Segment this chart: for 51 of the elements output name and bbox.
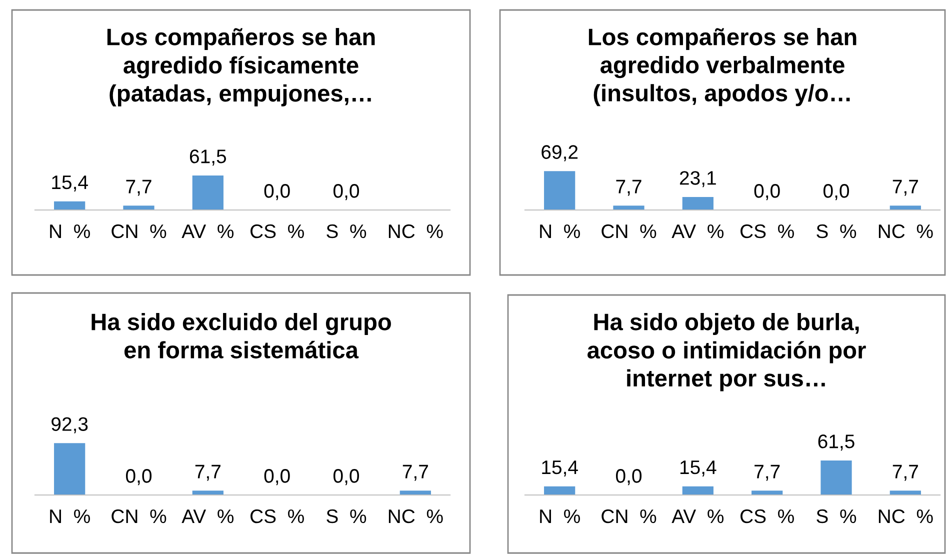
x-tick-label: NC % [878, 224, 933, 238]
data-label: 7,7 [892, 180, 918, 196]
data-label: 0,0 [333, 469, 360, 486]
x-tick-label: S % [326, 224, 366, 238]
x-tick-label: N % [50, 224, 90, 238]
data-label: 15,4 [52, 176, 88, 192]
x-tick-label: S % [816, 509, 856, 524]
data-label: 92,3 [52, 417, 88, 434]
x-tick-label: CN % [602, 509, 656, 524]
x-tick-label: N % [540, 224, 580, 238]
x-tick-label: CS % [250, 224, 304, 238]
data-label: 0,0 [754, 184, 780, 200]
x-tick-label: AV % [182, 509, 234, 524]
data-label: 7,7 [754, 464, 780, 481]
x-tick-label: CS % [740, 509, 794, 524]
x-tick-label: CN % [602, 224, 656, 238]
data-label: 7,7 [402, 464, 428, 481]
data-label: 0,0 [823, 184, 850, 200]
data-label: 69,2 [542, 145, 578, 162]
x-tick-label: NC % [388, 224, 443, 238]
x-tick-label: NC % [388, 509, 443, 524]
data-label: 0,0 [126, 469, 152, 486]
x-tick-label: AV % [672, 509, 724, 524]
data-label: 0,0 [333, 184, 360, 200]
x-tick-label: N % [50, 509, 90, 524]
x-tick-label: AV % [672, 224, 724, 238]
x-tick-label: CN % [112, 224, 166, 238]
x-tick-label: CS % [250, 509, 304, 524]
x-tick-label: CN % [112, 509, 166, 524]
data-label: 23,1 [680, 171, 716, 188]
chart-title: Ha sido objeto de burla, acoso o intimidación por internet por sus… [587, 313, 866, 392]
x-tick-label: N % [540, 509, 580, 524]
x-tick-label: CS % [740, 224, 794, 238]
chart-title: Ha sido excluido del grupo en forma sistemática [92, 313, 391, 358]
x-tick-label: AV % [182, 224, 234, 238]
x-tick-label: S % [326, 509, 366, 524]
data-label: 7,7 [126, 180, 152, 196]
data-label: 61,5 [190, 150, 226, 166]
data-label: 15,4 [542, 460, 578, 476]
data-label: 0,0 [264, 184, 290, 200]
x-tick-label: S % [816, 224, 856, 238]
data-label: 0,0 [616, 469, 642, 486]
data-label: 15,4 [680, 460, 716, 476]
data-label: 61,5 [818, 434, 854, 451]
chart-title: Los compañeros se han agredido verbalmente (insultos, apodos y/o… [588, 28, 856, 106]
data-label: 7,7 [616, 180, 642, 196]
data-label: 7,7 [892, 464, 918, 481]
x-tick-label: NC % [878, 509, 933, 524]
chart-title: Los compañeros se han agredido físicamente (patadas, empujones,… [107, 28, 375, 106]
data-label: 7,7 [195, 464, 220, 481]
data-label: 0,0 [264, 469, 290, 486]
